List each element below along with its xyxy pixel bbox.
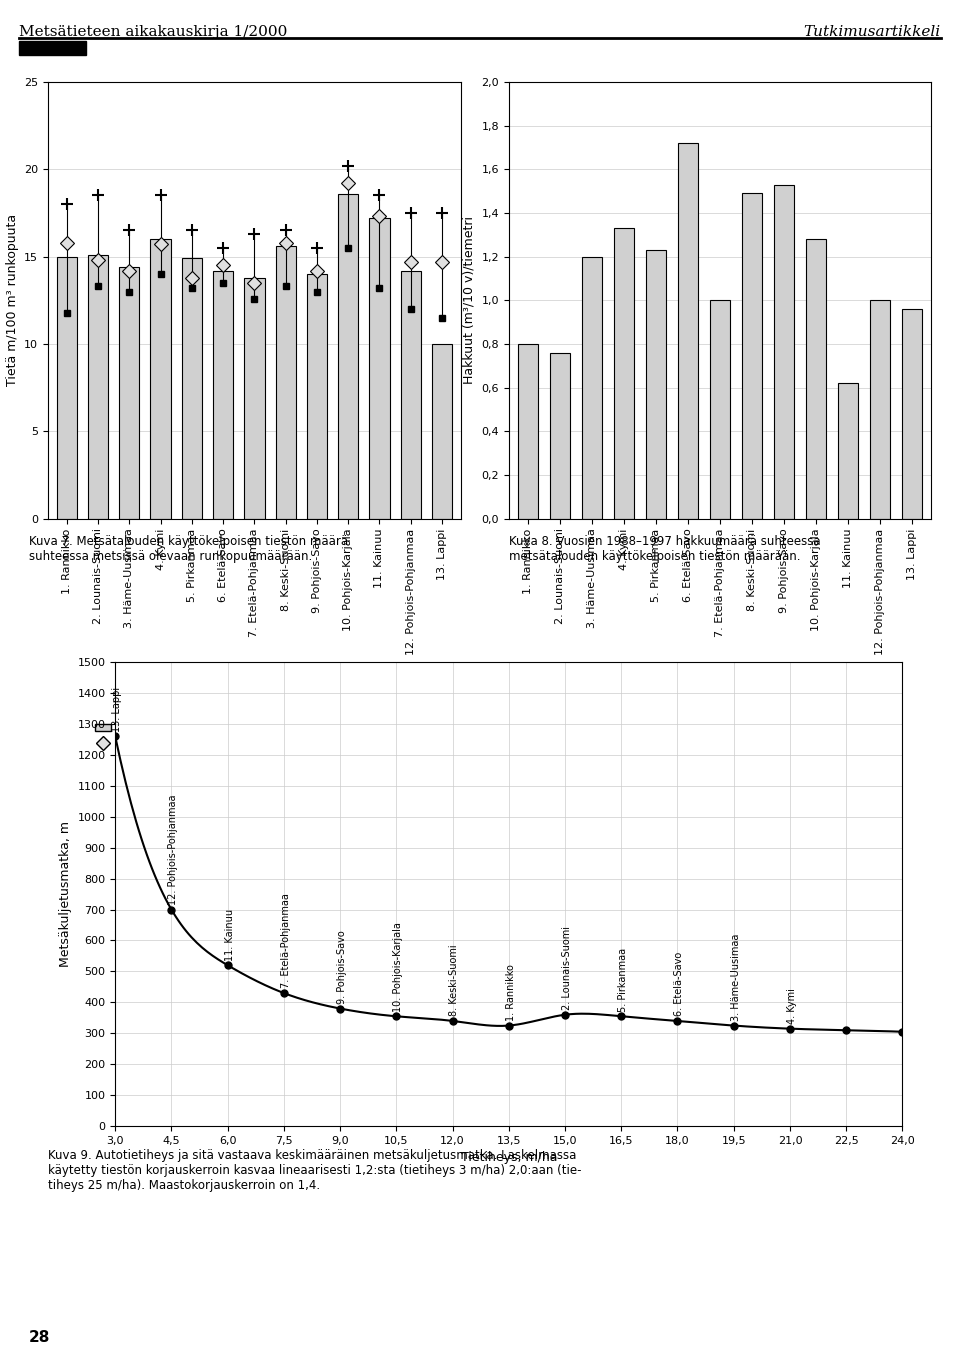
Text: 11. Kainuu: 11. Kainuu	[225, 909, 234, 961]
Bar	[582, 257, 603, 519]
Kunnittainen yläkvartiili	[186, 222, 198, 239]
Kunnittainen alakvartiili	[186, 280, 198, 296]
Text: 2. Lounais-Suomi: 2. Lounais-Suomi	[562, 925, 572, 1010]
Kunnittainen mediaani	[217, 257, 228, 273]
Kunnittainen mediaani	[405, 254, 417, 270]
Y-axis label: Hakkuut (m³/10 v)/tiemetri: Hakkuut (m³/10 v)/tiemetri	[463, 216, 476, 385]
Text: 9. Pohjois-Savo: 9. Pohjois-Savo	[337, 930, 347, 1003]
Kunnittainen alakvartiili	[343, 240, 354, 257]
Text: Kuva 9. Autotietiheys ja sitä vastaava keskimääräinen metsäkuljetusmatka. Laskel: Kuva 9. Autotietiheys ja sitä vastaava k…	[48, 1149, 582, 1193]
Kunnittainen mediaani	[61, 235, 73, 251]
Text: 28: 28	[29, 1330, 50, 1345]
Kunnittainen yläkvartiili	[280, 222, 292, 239]
Kunnittainen alakvartiili	[92, 278, 104, 295]
Kunnittainen alakvartiili	[155, 266, 166, 283]
Text: Metsätieteen aikakauskirja 1/2000: Metsätieteen aikakauskirja 1/2000	[19, 25, 288, 38]
Bar	[370, 218, 390, 519]
X-axis label: Metsäkeskus: Metsäkeskus	[680, 732, 760, 744]
Kunnittainen yläkvartiili	[92, 187, 104, 203]
Bar	[119, 268, 139, 519]
Bar	[613, 228, 635, 519]
Kunnittainen yläkvartiili	[373, 187, 385, 203]
Text: 5. Pirkanmaa: 5. Pirkanmaa	[618, 947, 628, 1011]
Bar	[276, 246, 296, 519]
Kunnittainen yläkvartiili	[124, 222, 135, 239]
Y-axis label: Metsäkuljetusmatka, m: Metsäkuljetusmatka, m	[59, 822, 72, 966]
Line: Kunnittainen yläkvartiili: Kunnittainen yläkvartiili	[61, 160, 447, 254]
Kunnittainen alakvartiili	[373, 280, 385, 296]
Text: 13. Lappi: 13. Lappi	[112, 687, 122, 732]
Bar	[549, 352, 570, 519]
Kunnittainen yläkvartiili	[249, 225, 260, 242]
Kunnittainen yläkvartiili	[405, 205, 417, 221]
Kunnittainen alakvartiili	[249, 291, 260, 307]
Kunnittainen mediaani	[373, 209, 385, 225]
Bar	[432, 344, 452, 519]
Kunnittainen alakvartiili	[436, 310, 447, 326]
Text: 6. Etelä-Savo: 6. Etelä-Savo	[674, 951, 684, 1017]
Kunnittainen yläkvartiili	[217, 240, 228, 257]
Text: 3. Häme-Uusimaa: 3. Häme-Uusimaa	[731, 934, 740, 1021]
Kunnittainen mediaani	[186, 269, 198, 285]
Kunnittainen mediaani	[92, 253, 104, 269]
Kunnittainen yläkvartiili	[311, 240, 323, 257]
Kunnittainen mediaani	[280, 235, 292, 251]
Legend: Keskiarvo, Kunnittainen mediaani, Kunnittainen yläkvartiili, Kunnittainen alakva: Keskiarvo, Kunnittainen mediaani, Kunnit…	[90, 719, 419, 753]
Kunnittainen mediaani	[249, 274, 260, 291]
Bar	[678, 143, 698, 519]
Bar	[805, 239, 827, 519]
Bar	[837, 384, 858, 519]
Bar	[709, 300, 731, 519]
Bar	[151, 239, 171, 519]
Bar	[181, 258, 202, 519]
Bar	[901, 308, 923, 519]
Text: 12. Pohjois-Pohjanmaa: 12. Pohjois-Pohjanmaa	[168, 794, 179, 905]
Kunnittainen yläkvartiili	[61, 197, 73, 213]
Kunnittainen alakvartiili	[405, 300, 417, 317]
Bar	[645, 250, 666, 519]
Line: Kunnittainen mediaani: Kunnittainen mediaani	[61, 179, 447, 288]
Text: Kuva 7. Metsätalouden käyttökelpoisen tiestön määrä
suhteessa metsissä olevaan r: Kuva 7. Metsätalouden käyttökelpoisen ti…	[29, 535, 348, 564]
Kunnittainen mediaani	[124, 262, 135, 278]
Bar	[400, 270, 420, 519]
Bar	[307, 274, 327, 519]
Kunnittainen alakvartiili	[217, 274, 228, 291]
Kunnittainen mediaani	[311, 262, 323, 278]
Kunnittainen alakvartiili	[311, 284, 323, 300]
Kunnittainen alakvartiili	[280, 278, 292, 295]
Text: 4. Kymi: 4. Kymi	[787, 988, 797, 1024]
Text: 7. Etelä-Pohjanmaa: 7. Etelä-Pohjanmaa	[280, 894, 291, 988]
X-axis label: Tietiheys, m/ha: Tietiheys, m/ha	[461, 1152, 557, 1164]
Text: Kuva 8. Vuosien 1988–1997 hakkuumäärä suhteessa
metsätalouden käyttökelpoisen ti: Kuva 8. Vuosien 1988–1997 hakkuumäärä su…	[509, 535, 821, 564]
Kunnittainen yläkvartiili	[343, 157, 354, 173]
Y-axis label: Tietä m/100 m³ runkopuuta: Tietä m/100 m³ runkopuuta	[6, 214, 18, 386]
Kunnittainen alakvartiili	[124, 284, 135, 300]
Bar	[517, 344, 539, 519]
Kunnittainen mediaani	[343, 175, 354, 191]
Bar	[244, 277, 265, 519]
Kunnittainen alakvartiili	[61, 304, 73, 321]
Bar	[57, 257, 77, 519]
Bar	[338, 194, 358, 519]
Kunnittainen mediaani	[155, 236, 166, 253]
Kunnittainen yläkvartiili	[155, 187, 166, 203]
Line: Kunnittainen alakvartiili: Kunnittainen alakvartiili	[63, 244, 445, 321]
Text: Tutkimusartikkeli: Tutkimusartikkeli	[804, 25, 941, 38]
Text: 8. Keski-Suomi: 8. Keski-Suomi	[449, 945, 460, 1017]
Bar	[88, 255, 108, 519]
Kunnittainen yläkvartiili	[436, 205, 447, 221]
Bar	[870, 300, 890, 519]
Bar	[741, 194, 762, 519]
Bar	[774, 184, 794, 519]
Bar	[213, 270, 233, 519]
Text: 1. Rannikko: 1. Rannikko	[506, 964, 516, 1021]
X-axis label: Metsäkeskus: Metsäkeskus	[214, 732, 295, 744]
Text: 10. Pohjois-Karjala: 10. Pohjois-Karjala	[394, 921, 403, 1011]
Kunnittainen mediaani	[436, 254, 447, 270]
